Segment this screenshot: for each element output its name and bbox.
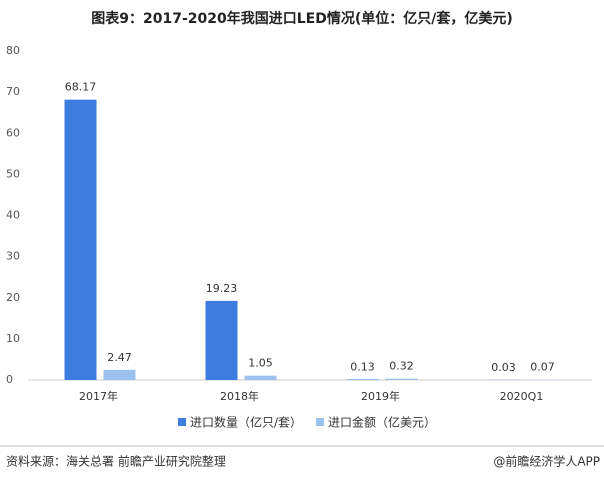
y-tick-label: 80 [6, 44, 20, 57]
legend-label: 进口数量（亿只/套） [190, 415, 302, 430]
y-tick-label: 0 [6, 373, 13, 386]
x-tick-label: 2017年 [79, 389, 118, 403]
y-tick-label: 70 [6, 85, 20, 98]
y-tick-label: 60 [6, 126, 20, 139]
legend-swatch [178, 418, 186, 426]
y-tick-label: 40 [6, 209, 20, 222]
value-label: 0.03 [491, 361, 516, 374]
y-tick-label: 50 [6, 167, 20, 180]
brand: @前瞻经济学人APP [493, 454, 600, 469]
value-label: 2.47 [107, 351, 132, 364]
y-tick-label: 30 [6, 250, 20, 263]
x-tick-label: 2018年 [220, 389, 259, 403]
value-label: 0.07 [530, 361, 555, 374]
value-label: 1.05 [248, 357, 273, 370]
legend-label: 进口金额（亿美元） [328, 415, 436, 430]
bar [205, 300, 238, 380]
value-label: 19.23 [206, 282, 238, 295]
value-label: 68.17 [65, 81, 97, 94]
y-tick-label: 20 [6, 291, 20, 304]
source: 资料来源：海关总署 前瞻产业研究院整理 [6, 454, 226, 469]
bar [103, 369, 136, 380]
chart-title: 图表9：2017-2020年我国进口LED情况(单位：亿只/套，亿美元) [91, 10, 513, 27]
bar [64, 99, 97, 380]
value-label: 0.13 [350, 360, 375, 373]
legend-swatch [316, 418, 324, 426]
x-tick-label: 2020Q1 [500, 390, 544, 403]
bar [385, 378, 418, 380]
y-tick-label: 10 [6, 332, 20, 345]
bar [244, 375, 277, 380]
value-label: 0.32 [389, 360, 414, 373]
x-tick-label: 2019年 [361, 389, 400, 403]
bar [346, 379, 379, 380]
